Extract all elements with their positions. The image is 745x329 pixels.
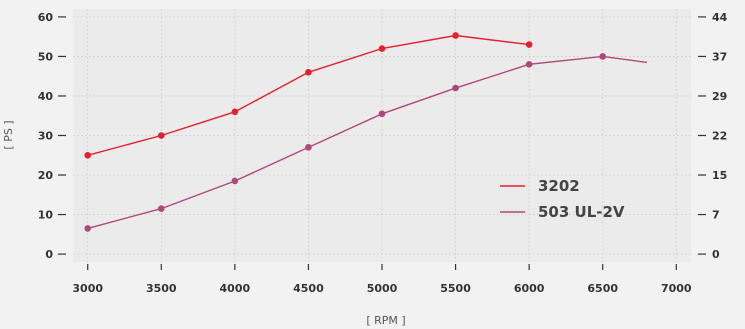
y-tick-label: 30 (38, 130, 54, 143)
data-point (599, 53, 607, 60)
y2-tick-label: 0 (712, 248, 720, 261)
y-axis: 0 10 20 30 40 50 60 (38, 11, 66, 261)
x-tick-label: 6500 (587, 282, 618, 295)
y2-tick-label: 22 (712, 130, 727, 143)
x-tick-label: 4500 (293, 282, 324, 295)
y2-tick-label: 15 (712, 169, 727, 182)
data-point (378, 110, 386, 118)
x-tick-label: 3000 (72, 282, 103, 295)
data-point (231, 177, 239, 185)
data-point (305, 144, 312, 151)
legend-label: 503 UL-2V (538, 203, 625, 221)
x-tick-label: 5500 (440, 282, 471, 295)
x-tick-label: 4000 (220, 282, 251, 295)
y-tick-label: 10 (38, 209, 54, 222)
y2-tick-label: 7 (712, 209, 720, 222)
y-tick-label: 0 (45, 248, 53, 261)
series-layer (84, 32, 647, 232)
y2-tick-label: 44 (712, 11, 728, 24)
y2-tick-label: 29 (712, 90, 727, 103)
grid (73, 9, 691, 262)
x-tick-label: 7000 (661, 282, 692, 295)
legend: 3202 503 UL-2V (500, 177, 625, 221)
y2-tick-label: 37 (712, 50, 727, 63)
secondary-y-axis: 0 7 15 22 29 37 44 (698, 11, 728, 261)
data-point (231, 108, 239, 116)
y-tick-label: 20 (38, 169, 54, 182)
y-tick-label: 50 (38, 50, 54, 63)
data-point (305, 68, 312, 76)
data-point (157, 132, 165, 139)
y-tick-label: 40 (38, 90, 54, 103)
x-axis: 3000 3500 4000 4500 5000 5500 6000 6500 7000 (72, 264, 692, 295)
data-point (452, 32, 459, 39)
data-point (84, 151, 92, 159)
x-tick-label: 6000 (514, 282, 545, 295)
x-tick-label: 5000 (367, 282, 398, 295)
y-axis-title: [ PS ] (2, 120, 15, 149)
data-point (525, 61, 533, 68)
legend-label: 3202 (538, 177, 580, 195)
x-axis-title: [ RPM ] (366, 314, 405, 327)
y-tick-label: 60 (38, 11, 54, 24)
x-tick-label: 3500 (146, 282, 177, 295)
data-point (525, 41, 533, 48)
data-point (378, 45, 386, 52)
data-point (84, 225, 92, 232)
data-point (157, 205, 165, 212)
data-point (452, 84, 459, 92)
